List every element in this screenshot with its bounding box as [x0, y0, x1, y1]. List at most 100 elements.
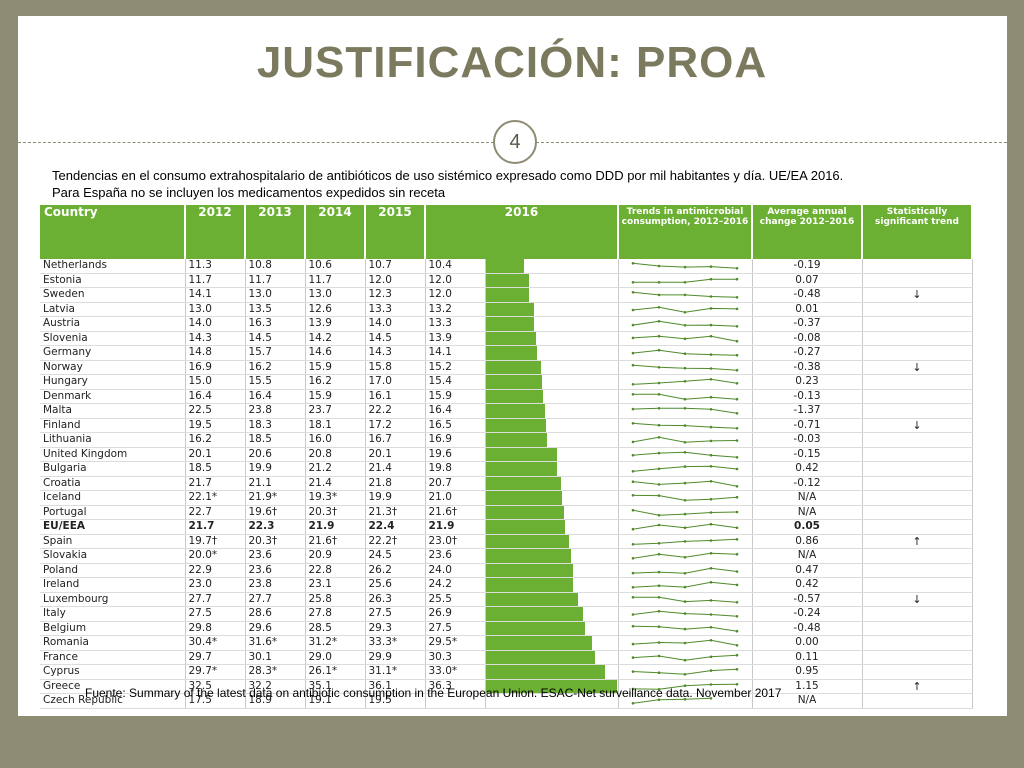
value-cell-2012: 22.5: [185, 403, 246, 419]
value-cell-2015: 16.1: [365, 389, 426, 404]
table-row: Czech Republic 17.5 18.9 19.1 19.5 N/A: [40, 693, 973, 709]
significant-trend-cell: [862, 403, 973, 419]
value-cell-2014: 21.4: [305, 476, 366, 491]
consumption-bar: [485, 505, 564, 519]
consumption-bar: [485, 346, 537, 360]
bar-cell: [485, 490, 619, 506]
trend-point: [735, 583, 738, 587]
trend-point: [709, 669, 712, 672]
value-cell-2013: 14.5: [245, 331, 306, 346]
significant-trend-cell: [862, 563, 973, 578]
value-cell-2016: 21.9: [425, 519, 486, 535]
trend-point: [735, 484, 738, 488]
table-row: Norway 16.9 16.2 15.9 15.8 15.2 -0.38 ↓: [40, 360, 973, 375]
trend-sparkline: [631, 450, 738, 459]
bar-cell: [485, 519, 619, 535]
trend-point: [709, 295, 712, 298]
value-cell-2016: 13.3: [425, 316, 486, 332]
country-cell: Ireland: [40, 577, 186, 593]
annual-change-cell: 0.95: [752, 664, 863, 680]
significant-trend-cell: ↓: [862, 418, 973, 433]
value-cell-2013: 27.7: [245, 592, 306, 607]
value-cell-2012: 20.0*: [185, 548, 246, 564]
trend-point: [631, 642, 634, 646]
value-cell-2015: 22.2: [365, 403, 426, 419]
value-cell-2015: 36.1: [365, 679, 426, 694]
trend-point: [735, 467, 738, 471]
trend-point: [657, 595, 660, 599]
value-cell-2016: 27.5: [425, 621, 486, 636]
value-cell-2013: 21.9*: [245, 490, 306, 506]
table-row: Slovenia 14.3 14.5 14.2 14.5 13.9 -0.08: [40, 331, 973, 346]
table-row: Poland 22.9 23.6 22.8 26.2 24.0 0.47: [40, 563, 973, 578]
trend-point: [683, 366, 686, 369]
value-cell-2012: 29.7*: [185, 664, 246, 680]
bar-cell: [485, 635, 619, 651]
value-cell-2013: 19.9: [245, 461, 306, 477]
bar-cell: [485, 505, 619, 520]
trend-sparkline: [631, 421, 738, 430]
value-cell-2016: 20.7: [425, 476, 486, 491]
country-cell: Finland: [40, 418, 186, 433]
value-cell-2015: 19.5: [365, 693, 426, 709]
value-cell-2012: 22.9: [185, 563, 246, 578]
trend-sparkline: [631, 522, 738, 531]
value-cell-2015: 22.4: [365, 519, 426, 535]
bar-cell: [485, 331, 619, 346]
consumption-bar: [485, 607, 583, 621]
consumption-bar: [485, 288, 529, 302]
significant-trend-cell: ↑: [862, 534, 973, 549]
trend-cell: [618, 447, 753, 462]
trend-point: [631, 571, 634, 574]
value-cell-2012: 21.7: [185, 519, 246, 535]
annual-change-cell: 0.42: [752, 461, 863, 477]
trend-point: [657, 264, 660, 268]
value-cell-2012: 16.4: [185, 389, 246, 404]
trend-point: [709, 479, 712, 483]
value-cell-2014: 16.2: [305, 374, 366, 390]
trend-point: [735, 353, 738, 357]
trend-sparkline: [631, 624, 738, 632]
trend-sparkline: [631, 508, 738, 516]
value-cell-2014: 28.5: [305, 621, 366, 636]
value-cell-2016: 33.0*: [425, 664, 486, 680]
value-cell-2013: 15.5: [245, 374, 306, 390]
country-cell: EU/EEA: [40, 519, 186, 535]
value-cell-2013: 15.7: [245, 345, 306, 361]
table-row: Latvia 13.0 13.5 12.6 13.3 13.2 0.01: [40, 302, 973, 317]
trend-cell: [618, 418, 753, 433]
annual-change-cell: -0.24: [752, 606, 863, 622]
trend-cell: [618, 693, 753, 709]
trend-point: [657, 392, 660, 396]
table-row: Denmark 16.4 16.4 15.9 16.1 15.9 -0.13: [40, 389, 973, 404]
trend-point: [709, 453, 712, 456]
bar-cell: [485, 302, 619, 317]
annual-change-cell: -0.13: [752, 389, 863, 404]
trend-sparkline: [631, 305, 738, 314]
trend-point: [735, 537, 738, 541]
bar-cell: [485, 679, 619, 694]
annual-change-cell: -0.12: [752, 476, 863, 491]
annual-change-cell: 0.42: [752, 577, 863, 593]
significant-trend-cell: ↓: [862, 287, 973, 303]
annual-change-cell: -0.71: [752, 418, 863, 433]
table-row: Italy 27.5 28.6 27.8 27.5 26.9 -0.24: [40, 606, 973, 622]
significant-trend-cell: [862, 374, 973, 390]
trend-point: [735, 267, 738, 270]
significant-trend-cell: ↓: [862, 592, 973, 607]
bar-cell: [485, 693, 619, 709]
trend-cell: [618, 621, 753, 636]
significant-trend-cell: [862, 302, 973, 317]
value-cell-2015: 25.6: [365, 577, 426, 593]
trend-point: [683, 397, 686, 400]
value-cell-2014: 13.9: [305, 316, 366, 332]
value-cell-2014: 12.6: [305, 302, 366, 317]
divider-line: [18, 142, 494, 143]
trend-point: [683, 627, 686, 630]
value-cell-2014: 35.1: [305, 679, 366, 694]
trend-point: [709, 538, 712, 542]
value-cell-2015: 12.0: [365, 273, 426, 288]
significant-trend-cell: [862, 432, 973, 448]
consumption-bar: [485, 375, 542, 389]
trend-point: [735, 339, 738, 342]
